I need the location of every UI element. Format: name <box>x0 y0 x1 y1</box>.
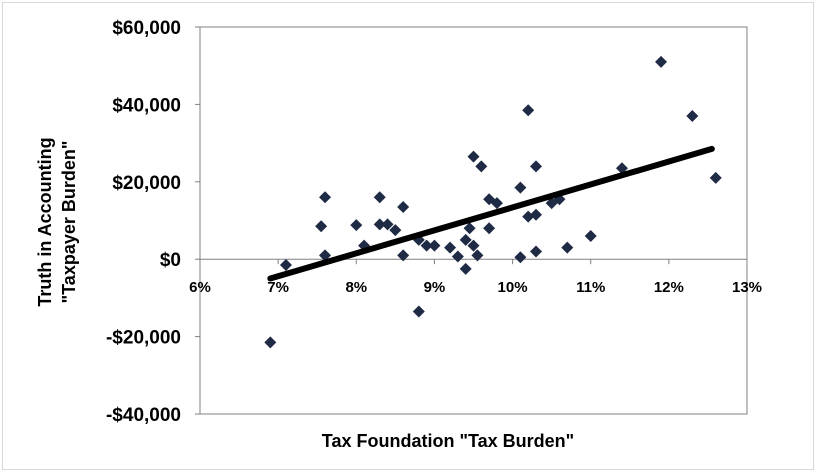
x-tick-label: 10% <box>498 279 528 296</box>
data-point <box>471 249 484 262</box>
data-point <box>483 222 496 235</box>
data-point <box>373 218 386 231</box>
data-point <box>686 110 699 123</box>
data-point <box>475 160 488 173</box>
data-point <box>397 249 410 262</box>
data-point <box>381 218 394 231</box>
y-axis-title-line-2: "Taxpayer Burden" <box>59 141 79 304</box>
data-point <box>490 197 503 210</box>
data-point <box>350 219 363 232</box>
data-point <box>428 239 441 252</box>
data-point <box>451 250 464 263</box>
data-point <box>467 239 480 252</box>
data-point <box>315 220 328 233</box>
data-point <box>319 191 332 204</box>
data-point <box>420 239 433 252</box>
data-point <box>459 262 472 275</box>
data-point <box>389 224 402 237</box>
data-point <box>397 200 410 213</box>
y-tick-label: $60,000 <box>112 18 181 39</box>
y-tick-label: $40,000 <box>112 95 181 116</box>
data-point <box>319 249 332 262</box>
x-tick-label: 6% <box>189 279 211 296</box>
x-tick-label: 8% <box>345 279 367 296</box>
data-point <box>459 233 472 246</box>
data-point <box>264 336 277 349</box>
y-tick-label: -$40,000 <box>106 405 181 426</box>
data-point <box>467 150 480 163</box>
x-tick-label: 9% <box>424 279 446 296</box>
y-tick-label: $0 <box>160 250 181 271</box>
data-point <box>279 259 292 272</box>
axis-labels: $60,000 $40,000 $20,000 $0 -$20,000 -$40,000 6… <box>106 18 762 426</box>
data-point <box>412 305 425 318</box>
x-axis-title: Tax Foundation "Tax Burden" <box>322 431 574 451</box>
y-tick-label: $20,000 <box>112 173 181 194</box>
plot-area <box>195 26 748 415</box>
y-axis-title-line-1: Truth in Accounting <box>35 137 55 306</box>
data-point <box>373 191 386 204</box>
x-tick-label: 11% <box>576 279 605 296</box>
x-tick-label: 7% <box>267 279 289 296</box>
x-tick-label: 13% <box>732 279 762 296</box>
data-point <box>530 245 543 258</box>
y-tick-label: -$20,000 <box>106 328 181 349</box>
data-point <box>615 162 628 175</box>
x-tick-label: 12% <box>654 279 684 296</box>
data-point <box>655 55 668 68</box>
trendline <box>267 145 715 282</box>
data-point <box>561 241 574 254</box>
data-point <box>584 229 597 242</box>
data-point <box>444 241 457 254</box>
data-point <box>709 171 722 184</box>
data-point <box>463 222 476 235</box>
data-point <box>530 160 543 173</box>
data-point <box>514 251 527 264</box>
data-point <box>522 104 535 117</box>
data-point <box>514 181 527 194</box>
data-point <box>530 208 543 221</box>
